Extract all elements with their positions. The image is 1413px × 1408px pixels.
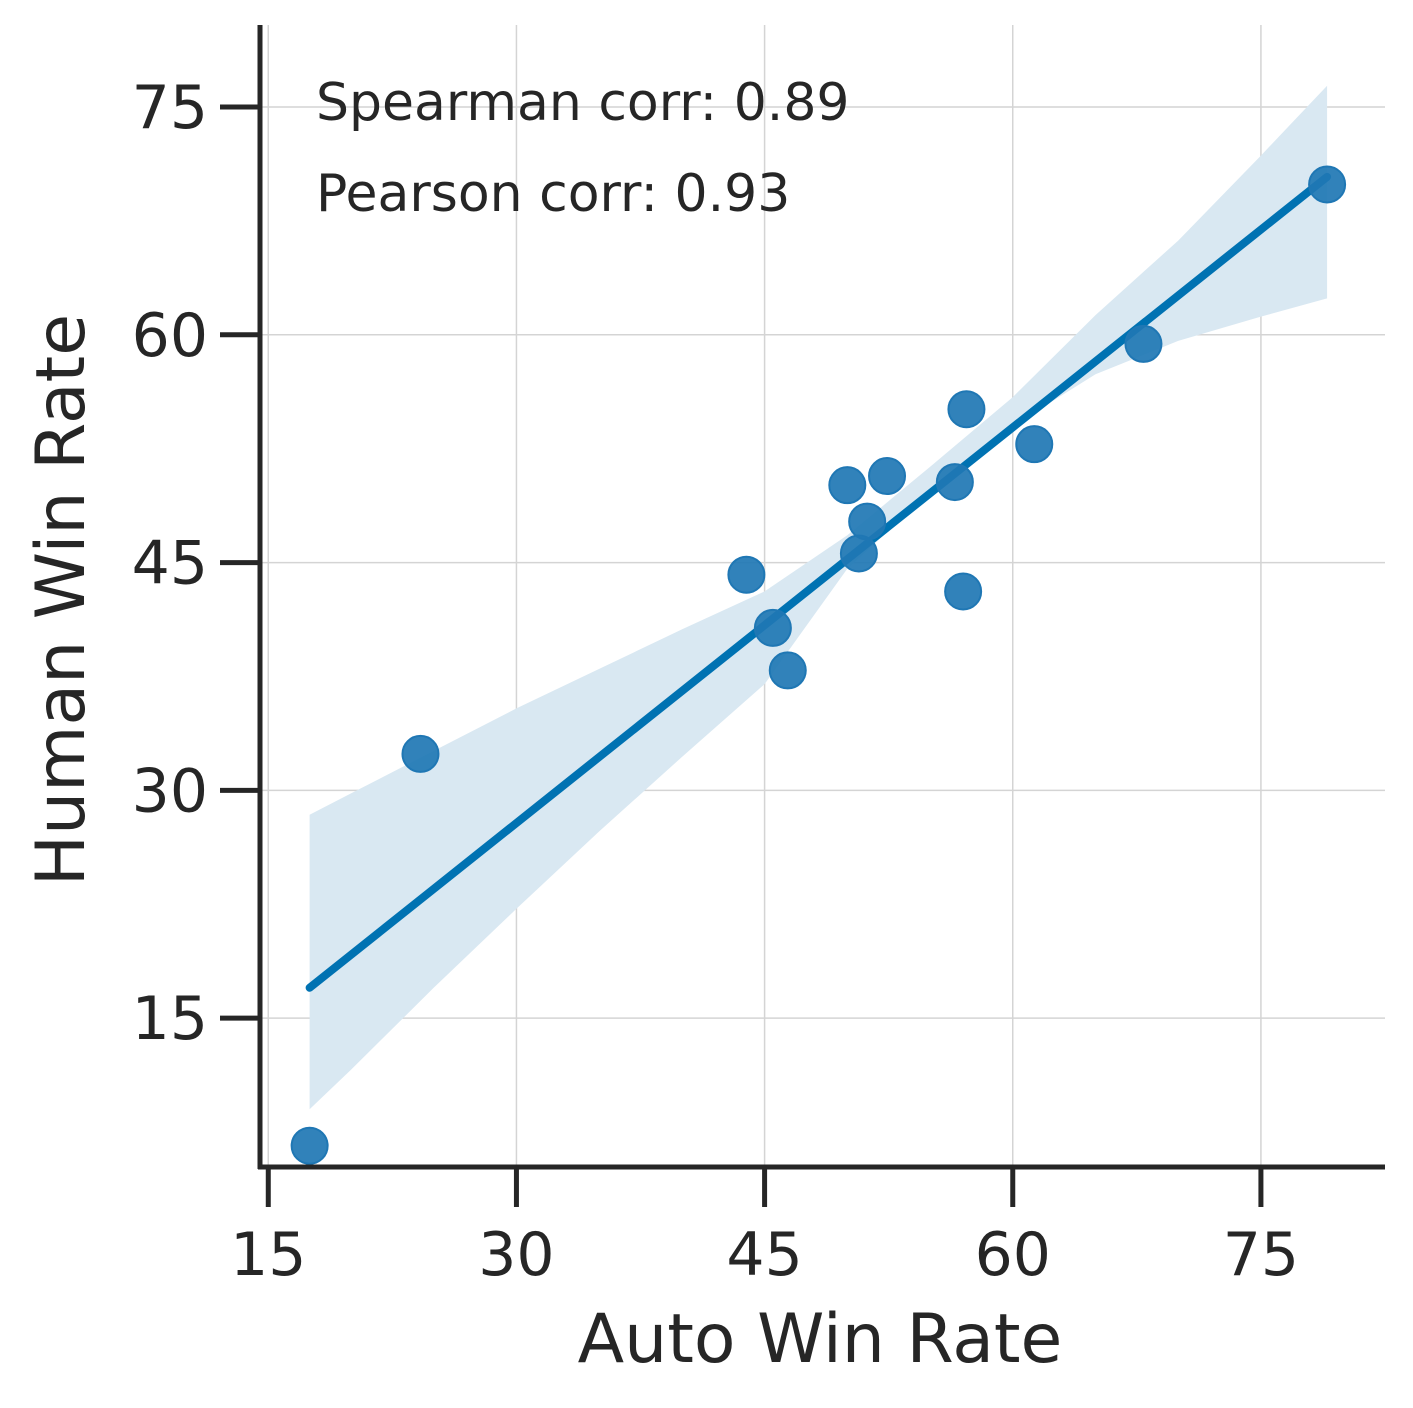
data-point (1124, 324, 1163, 363)
data-point (828, 466, 867, 505)
data-point (868, 457, 907, 496)
data-point (935, 463, 974, 502)
data-point (839, 534, 878, 573)
x-tick-label: 75 (1223, 1220, 1299, 1290)
data-point (1015, 425, 1054, 464)
data-point (1308, 165, 1347, 204)
data-point (944, 572, 983, 611)
axes (257, 25, 1385, 1170)
y-tick-label: 45 (132, 529, 208, 599)
x-tick-label: 45 (726, 1220, 802, 1290)
pearson-annotation: Pearson corr: 0.93 (316, 164, 790, 224)
y-tick-label: 30 (132, 756, 208, 826)
data-point (727, 555, 766, 594)
y-axis-ticks: 15 30 45 60 75 (132, 73, 260, 1054)
data-point (290, 1126, 329, 1165)
spearman-annotation: Spearman corr: 0.89 (316, 73, 850, 133)
x-tick-label: 15 (230, 1220, 306, 1290)
data-point (947, 390, 986, 429)
x-axis-title: Auto Win Rate (578, 1300, 1063, 1379)
data-point (848, 502, 887, 541)
y-tick-label: 75 (132, 73, 208, 143)
data-points (290, 165, 1347, 1165)
x-tick-label: 30 (478, 1220, 554, 1290)
y-axis-title: Human Win Rate (22, 314, 101, 886)
data-point (401, 734, 440, 773)
x-tick-label: 60 (975, 1220, 1051, 1290)
data-point (768, 651, 807, 690)
regression-line (305, 172, 1332, 992)
y-tick-label: 15 (132, 984, 208, 1054)
x-axis-ticks: 15 30 45 60 75 (230, 1167, 1299, 1290)
confidence-band (309, 85, 1328, 1110)
y-tick-label: 60 (132, 301, 208, 371)
data-point (753, 608, 792, 647)
